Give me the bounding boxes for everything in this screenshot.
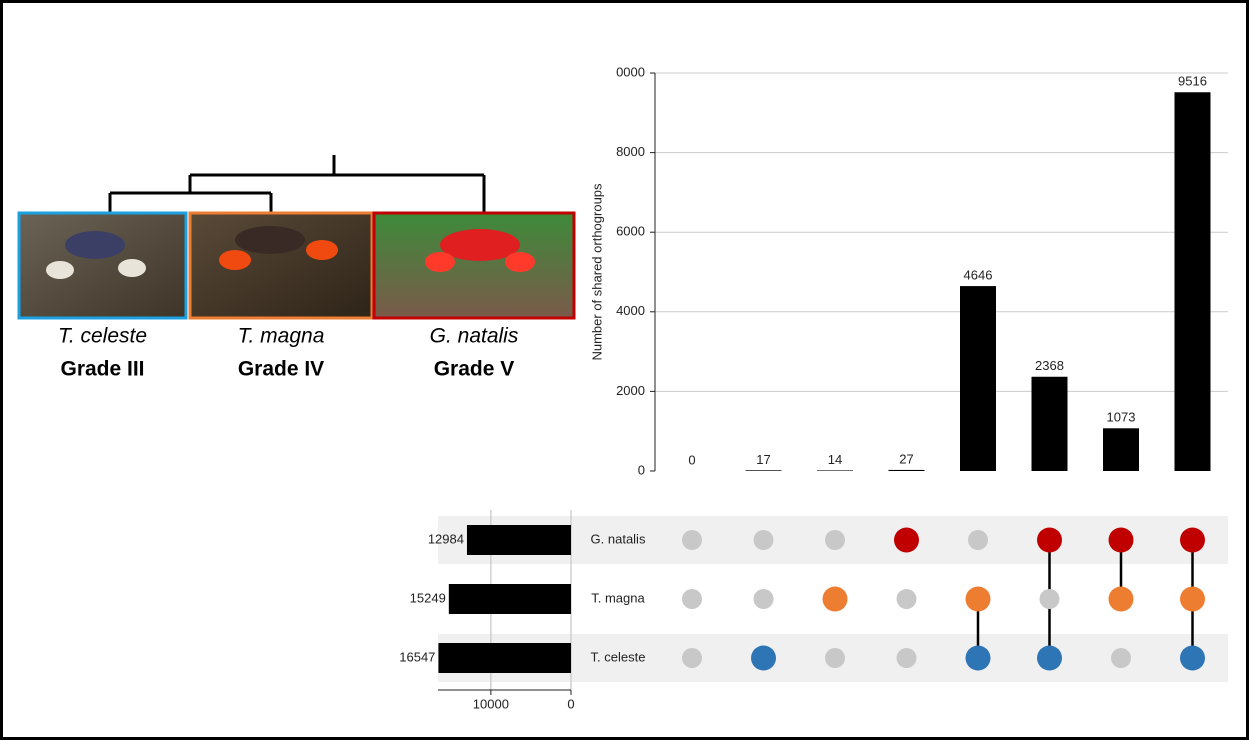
y-tick-label: 4000 bbox=[616, 303, 645, 318]
photos bbox=[20, 214, 573, 317]
bar bbox=[889, 470, 925, 471]
set-size-label: 15249 bbox=[410, 590, 446, 605]
member-dot bbox=[966, 587, 991, 612]
member-dot bbox=[751, 646, 776, 671]
bar bbox=[1175, 92, 1211, 471]
bar bbox=[817, 470, 853, 471]
grade-label: Grade IV bbox=[238, 358, 324, 381]
tree bbox=[110, 155, 484, 213]
member-dot bbox=[894, 528, 919, 553]
member-dot bbox=[823, 587, 848, 612]
y-axis-label: Number of shared orthogroups bbox=[589, 183, 604, 361]
value-label: 4646 bbox=[964, 268, 993, 283]
bar bbox=[1032, 377, 1068, 471]
claw bbox=[118, 259, 146, 277]
y-tick-label: 6000 bbox=[616, 224, 645, 239]
member-dot bbox=[966, 646, 991, 671]
claw bbox=[46, 261, 74, 279]
empty-dot bbox=[682, 589, 702, 609]
member-dot bbox=[1109, 587, 1134, 612]
y-tick-label: 0000 bbox=[616, 64, 645, 79]
empty-dot bbox=[1111, 648, 1131, 668]
member-dot bbox=[1180, 646, 1205, 671]
set-name: T. celeste bbox=[591, 649, 646, 664]
empty-dot bbox=[682, 530, 702, 550]
claw bbox=[219, 250, 251, 270]
set-name: G. natalis bbox=[591, 531, 646, 546]
claw bbox=[505, 252, 535, 272]
member-dot bbox=[1109, 528, 1134, 553]
photo bbox=[20, 214, 185, 317]
empty-dot bbox=[754, 530, 774, 550]
y-tick-label: 0 bbox=[638, 462, 645, 477]
x-tick-label: 0 bbox=[567, 696, 574, 711]
member-dot bbox=[1037, 646, 1062, 671]
y-tick-label: 2000 bbox=[616, 383, 645, 398]
crab bbox=[65, 231, 125, 259]
bar bbox=[1103, 428, 1139, 471]
empty-dot bbox=[682, 648, 702, 668]
member-dot bbox=[1037, 528, 1062, 553]
value-label: 27 bbox=[899, 451, 913, 466]
grade-label: Grade V bbox=[434, 358, 515, 381]
empty-dot bbox=[1040, 589, 1060, 609]
empty-dot bbox=[897, 589, 917, 609]
x-tick-label: 10000 bbox=[473, 696, 509, 711]
set-name: T. magna bbox=[591, 590, 645, 605]
claw bbox=[425, 252, 455, 272]
value-label: 2368 bbox=[1035, 358, 1064, 373]
empty-dot bbox=[968, 530, 988, 550]
empty-dot bbox=[825, 530, 845, 550]
set-size-label: 12984 bbox=[428, 531, 464, 546]
species-name: G. natalis bbox=[430, 325, 519, 348]
bar bbox=[746, 470, 782, 471]
set-bar bbox=[449, 584, 571, 614]
value-label: 9516 bbox=[1178, 74, 1207, 89]
set-bar bbox=[467, 525, 571, 555]
value-label: 17 bbox=[756, 452, 770, 467]
crab bbox=[235, 226, 305, 254]
value-label: 0 bbox=[688, 452, 695, 467]
member-dot bbox=[1180, 587, 1205, 612]
bar bbox=[960, 286, 996, 471]
member-dot bbox=[1180, 528, 1205, 553]
species-name: T. celeste bbox=[58, 325, 147, 348]
empty-dot bbox=[825, 648, 845, 668]
species-name: T. magna bbox=[238, 325, 325, 348]
set-bar bbox=[438, 643, 571, 673]
empty-dot bbox=[754, 589, 774, 609]
grade-label: Grade III bbox=[60, 358, 144, 381]
figure: T. celeste Grade III T. magna Grade IV G. na… bbox=[0, 0, 1249, 740]
y-tick-label: 8000 bbox=[616, 144, 645, 159]
value-label: 1073 bbox=[1107, 410, 1136, 425]
empty-dot bbox=[897, 648, 917, 668]
set-size-label: 16547 bbox=[399, 649, 435, 664]
value-label: 14 bbox=[828, 452, 842, 467]
claw bbox=[306, 240, 338, 260]
